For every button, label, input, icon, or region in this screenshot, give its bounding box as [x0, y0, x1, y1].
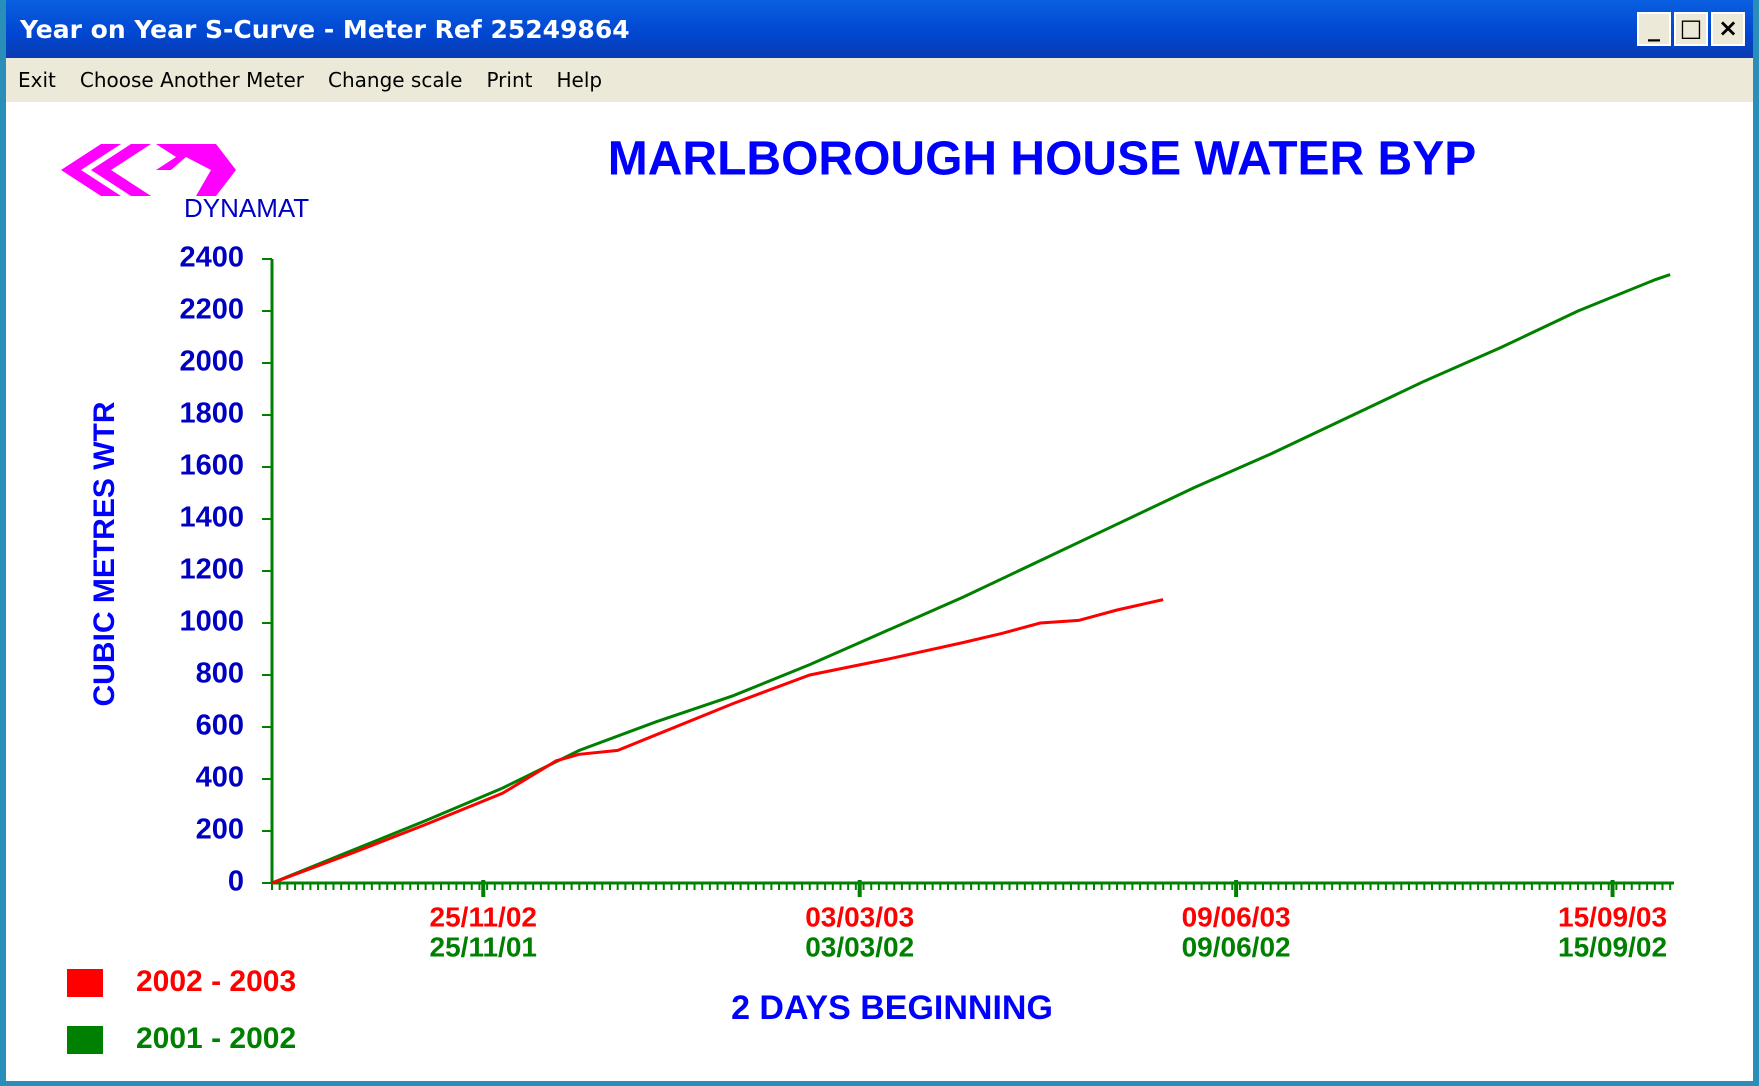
y-tick-label: 600 — [196, 710, 244, 742]
logo: DYNAMAT — [61, 144, 309, 223]
window: Year on Year S-Curve - Meter Ref 2524986… — [6, 0, 1753, 1081]
x-tick-label: 03/03/03 — [805, 901, 914, 932]
y-tick-label: 1800 — [179, 398, 244, 430]
y-tick-label: 1400 — [179, 502, 244, 534]
y-tick-label: 0 — [228, 866, 244, 898]
legend-swatch — [67, 1026, 103, 1054]
x-tick-label-2: 15/09/02 — [1558, 931, 1667, 962]
close-button[interactable]: × — [1711, 12, 1745, 46]
y-tick-label: 200 — [196, 814, 244, 846]
y-tick-label: 400 — [196, 762, 244, 794]
y-tick-label: 800 — [196, 658, 244, 690]
x-tick-label-2: 09/06/02 — [1182, 931, 1291, 962]
x-tick-label: 09/06/03 — [1182, 901, 1291, 932]
x-tick-label-2: 25/11/01 — [430, 931, 537, 962]
x-tick-label: 15/09/03 — [1558, 901, 1667, 932]
y-tick-label: 1200 — [179, 554, 244, 586]
menu-item[interactable]: Choose Another Meter — [79, 68, 304, 92]
y-tick-label: 2400 — [179, 242, 244, 274]
series-line — [271, 598, 1164, 885]
x-axis-label: 2 DAYS BEGINNING — [731, 989, 1053, 1027]
chart-title: MARLBOROUGH HOUSE WATER BYP — [608, 133, 1476, 186]
window-buttons: _ □ × — [1637, 12, 1745, 46]
legend-label: 2001 - 2002 — [136, 1022, 296, 1055]
legend-swatch — [67, 969, 103, 997]
y-tick-label: 1600 — [179, 450, 244, 482]
logo-text: DYNAMAT — [184, 193, 309, 223]
series-line — [271, 273, 1671, 885]
y-tick-label: 2000 — [179, 346, 244, 378]
chart: DYNAMAT MARLBOROUGH HOUSE WATER BYP CUBI… — [61, 133, 1674, 1055]
minimize-button[interactable]: _ — [1637, 12, 1671, 46]
y-axis-label: CUBIC METRES WTR — [88, 401, 121, 706]
window-title: Year on Year S-Curve - Meter Ref 2524986… — [20, 14, 630, 44]
title-bar: Year on Year S-Curve - Meter Ref 2524986… — [6, 0, 1753, 58]
legend-label: 2002 - 2003 — [136, 965, 296, 998]
menu-bar: Exit Choose Another Meter Change scale Prin… — [6, 58, 1753, 102]
maximize-button[interactable]: □ — [1674, 12, 1708, 46]
x-tick-label-2: 03/03/02 — [805, 931, 914, 962]
menu-item[interactable]: Print — [486, 68, 533, 92]
y-tick-label: 1000 — [179, 606, 244, 638]
x-tick-label: 25/11/02 — [430, 901, 537, 932]
menu-item[interactable]: Help — [556, 68, 603, 92]
menu-item[interactable]: Change scale — [328, 68, 463, 92]
y-tick-label: 2200 — [179, 294, 244, 326]
menu-item[interactable]: Exit — [18, 68, 56, 92]
